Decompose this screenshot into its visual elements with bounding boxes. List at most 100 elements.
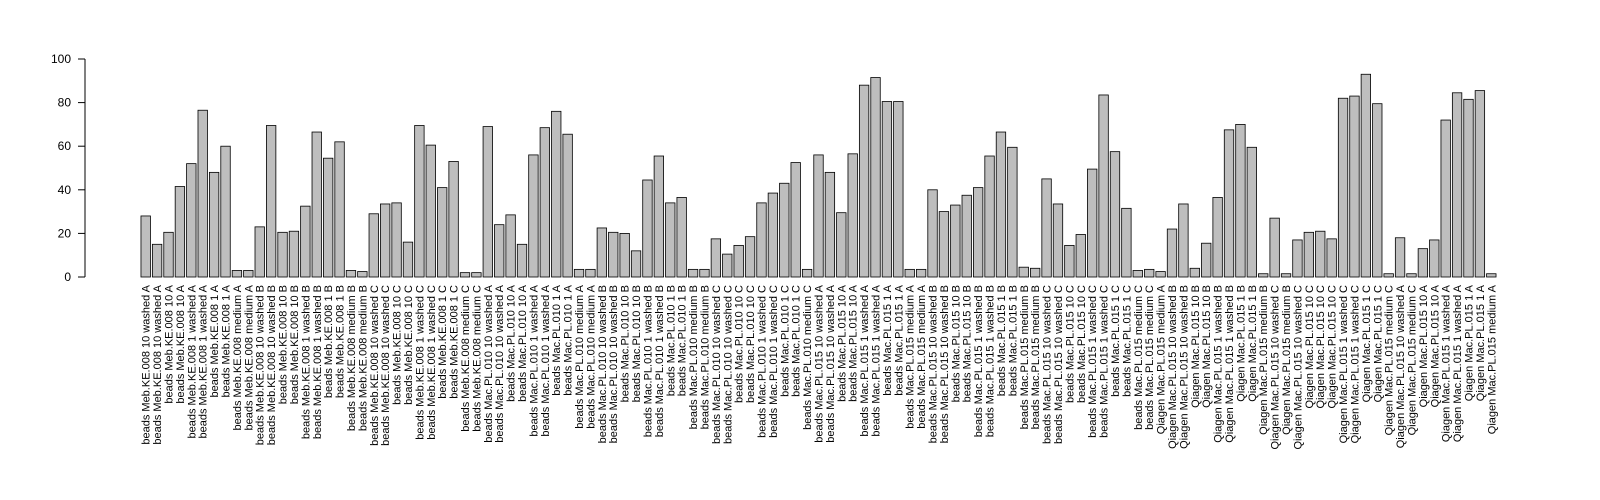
bar	[904, 268, 915, 278]
bar	[1075, 234, 1086, 278]
bar	[425, 144, 436, 278]
x-tick-label: beads Meb.KE.008 medium B	[357, 285, 369, 431]
x-tick-label: Qiagen Mac.PL.015 10 C	[1327, 285, 1339, 409]
bar	[1337, 97, 1349, 278]
bar	[551, 110, 562, 278]
bar	[1098, 94, 1109, 278]
bar	[505, 214, 516, 278]
y-tick-label: 0	[64, 270, 71, 284]
bar	[277, 231, 288, 278]
bar	[1349, 95, 1360, 278]
x-tick-label: beads Meb.KE.008 10 washed C	[380, 285, 392, 446]
bar	[231, 270, 243, 278]
x-tick-label: beads Meb.KE.008 medium B	[346, 285, 358, 431]
bar	[1394, 237, 1406, 278]
bar	[1372, 103, 1383, 278]
bar	[813, 154, 824, 278]
bar	[1155, 271, 1166, 278]
x-tick-label: Qiagen Mac.PL.015 10 A	[1429, 284, 1441, 407]
x-tick-label: Qiagen Mac.PL.015 10 B	[1190, 285, 1202, 408]
bar	[1451, 92, 1463, 278]
x-tick-label: beads Mac.PL.010 medium A	[574, 284, 586, 428]
x-tick-label: beads Meb.KE.008 1 washed A	[198, 284, 210, 438]
x-tick-label: beads Meb.KE.008 1 B	[323, 285, 335, 398]
x-tick-label: beads Mac.PL.015 1 B	[996, 285, 1008, 396]
bar	[197, 109, 208, 278]
bar	[1041, 178, 1052, 278]
x-tick-label: beads Meb.KE.008 10 washed B	[266, 285, 278, 445]
x-tick-label: beads Mac.PL.015 medium A	[916, 284, 928, 428]
x-tick-label: beads Mac.PL.015 1 washed C	[1099, 285, 1111, 438]
x-tick-label: beads Meb.KE.008 10 A	[175, 284, 187, 403]
x-tick-label: beads Mac.PL.010 1 washed B	[642, 285, 654, 437]
x-tick-label: beads Meb.KE.008 10 washed A	[141, 284, 153, 444]
x-tick-label: beads Mac.PL.010 10 washed B	[597, 285, 609, 443]
bar	[1326, 238, 1337, 278]
bar	[665, 202, 676, 278]
bar	[722, 253, 733, 278]
x-tick-label: Qiagen Mac.PL.015 1 washed B	[1213, 285, 1225, 443]
bar	[995, 131, 1007, 278]
x-tick-label: beads Meb.KE.008 10 B	[289, 285, 301, 404]
x-tick-label: beads Mac.PL.015 10 C	[1064, 285, 1076, 403]
bar	[186, 163, 197, 278]
x-tick-label: beads Mac.PL.010 10 C	[734, 285, 746, 403]
x-tick-label: beads Meb.KE.008 medium C	[471, 285, 483, 432]
bar	[1007, 146, 1018, 278]
bar	[1246, 146, 1257, 278]
x-tick-label: beads Mac.PL.015 1 washed B	[973, 285, 985, 437]
x-tick-label: beads Mac.PL.015 10 washed A	[825, 284, 837, 442]
bar	[516, 243, 528, 278]
bar	[630, 250, 642, 278]
bar	[744, 236, 756, 278]
bar	[836, 212, 847, 278]
bar	[1440, 119, 1451, 278]
bar	[870, 77, 881, 278]
x-tick-label: beads Mac.PL.010 10 B	[620, 285, 632, 402]
bar	[334, 141, 345, 278]
x-tick-label: beads Meb.KE.008 1 washed C	[426, 285, 438, 440]
bar	[573, 268, 585, 278]
bar	[619, 232, 630, 278]
bar	[824, 171, 836, 278]
bar	[961, 194, 972, 278]
x-tick-label: beads Mac.PL.010 1 washed C	[756, 285, 768, 438]
bar	[1166, 228, 1178, 278]
x-tick-label: beads Meb.KE.008 medium A	[243, 284, 255, 430]
x-tick-label: Qiagen Mac.PL.015 1 A	[1475, 284, 1487, 401]
x-tick-label: beads Meb.KE.008 1 C	[449, 285, 461, 399]
bar	[596, 227, 607, 278]
bar	[1030, 267, 1041, 278]
bar	[311, 131, 322, 278]
x-tick-label: beads Meb.KE.008 1 B	[335, 285, 347, 398]
y-tick-label: 40	[58, 183, 72, 197]
bar	[448, 161, 459, 278]
x-tick-label: beads Mac.PL.015 1 washed B	[985, 285, 997, 437]
bar	[494, 224, 505, 278]
bar	[790, 162, 801, 278]
bar	[208, 171, 220, 278]
bar	[243, 270, 254, 278]
x-tick-label: beads Mac.PL.010 1 washed C	[768, 285, 780, 438]
y-tick-label: 60	[58, 139, 72, 153]
bar	[1258, 273, 1269, 278]
x-tick-label: beads Meb.KE.008 medium A	[232, 284, 244, 430]
x-tick-label: beads Mac.PL.015 10 washed C	[1053, 285, 1065, 444]
x-tick-label: beads Mac.PL.010 10 A	[506, 284, 518, 401]
bar	[915, 268, 927, 278]
bar	[1064, 244, 1075, 278]
bar	[1144, 268, 1155, 278]
x-tick-label: Qiagen Mac.PL.015 1 B	[1235, 285, 1247, 402]
bar	[528, 154, 539, 278]
y-tick-label: 20	[58, 226, 72, 240]
x-tick-label: beads Meb.KE.008 1 washed A	[186, 284, 198, 438]
bar	[539, 127, 550, 278]
x-tick-label: Qiagen Mac.PL.015 10 C	[1315, 285, 1327, 409]
x-tick-label: Qiagen Mac.PL.015 10 washed C	[1270, 285, 1282, 450]
x-tick-label: beads Mac.PL.015 1 washed C	[1087, 285, 1099, 438]
bar	[174, 186, 186, 278]
x-tick-label: beads Mac.PL.015 10 A	[848, 284, 860, 401]
x-tick-label: beads Mac.PL.015 1 C	[1121, 285, 1133, 397]
x-tick-label: Qiagen Mac.PL.015 10 washed B	[1178, 285, 1190, 449]
